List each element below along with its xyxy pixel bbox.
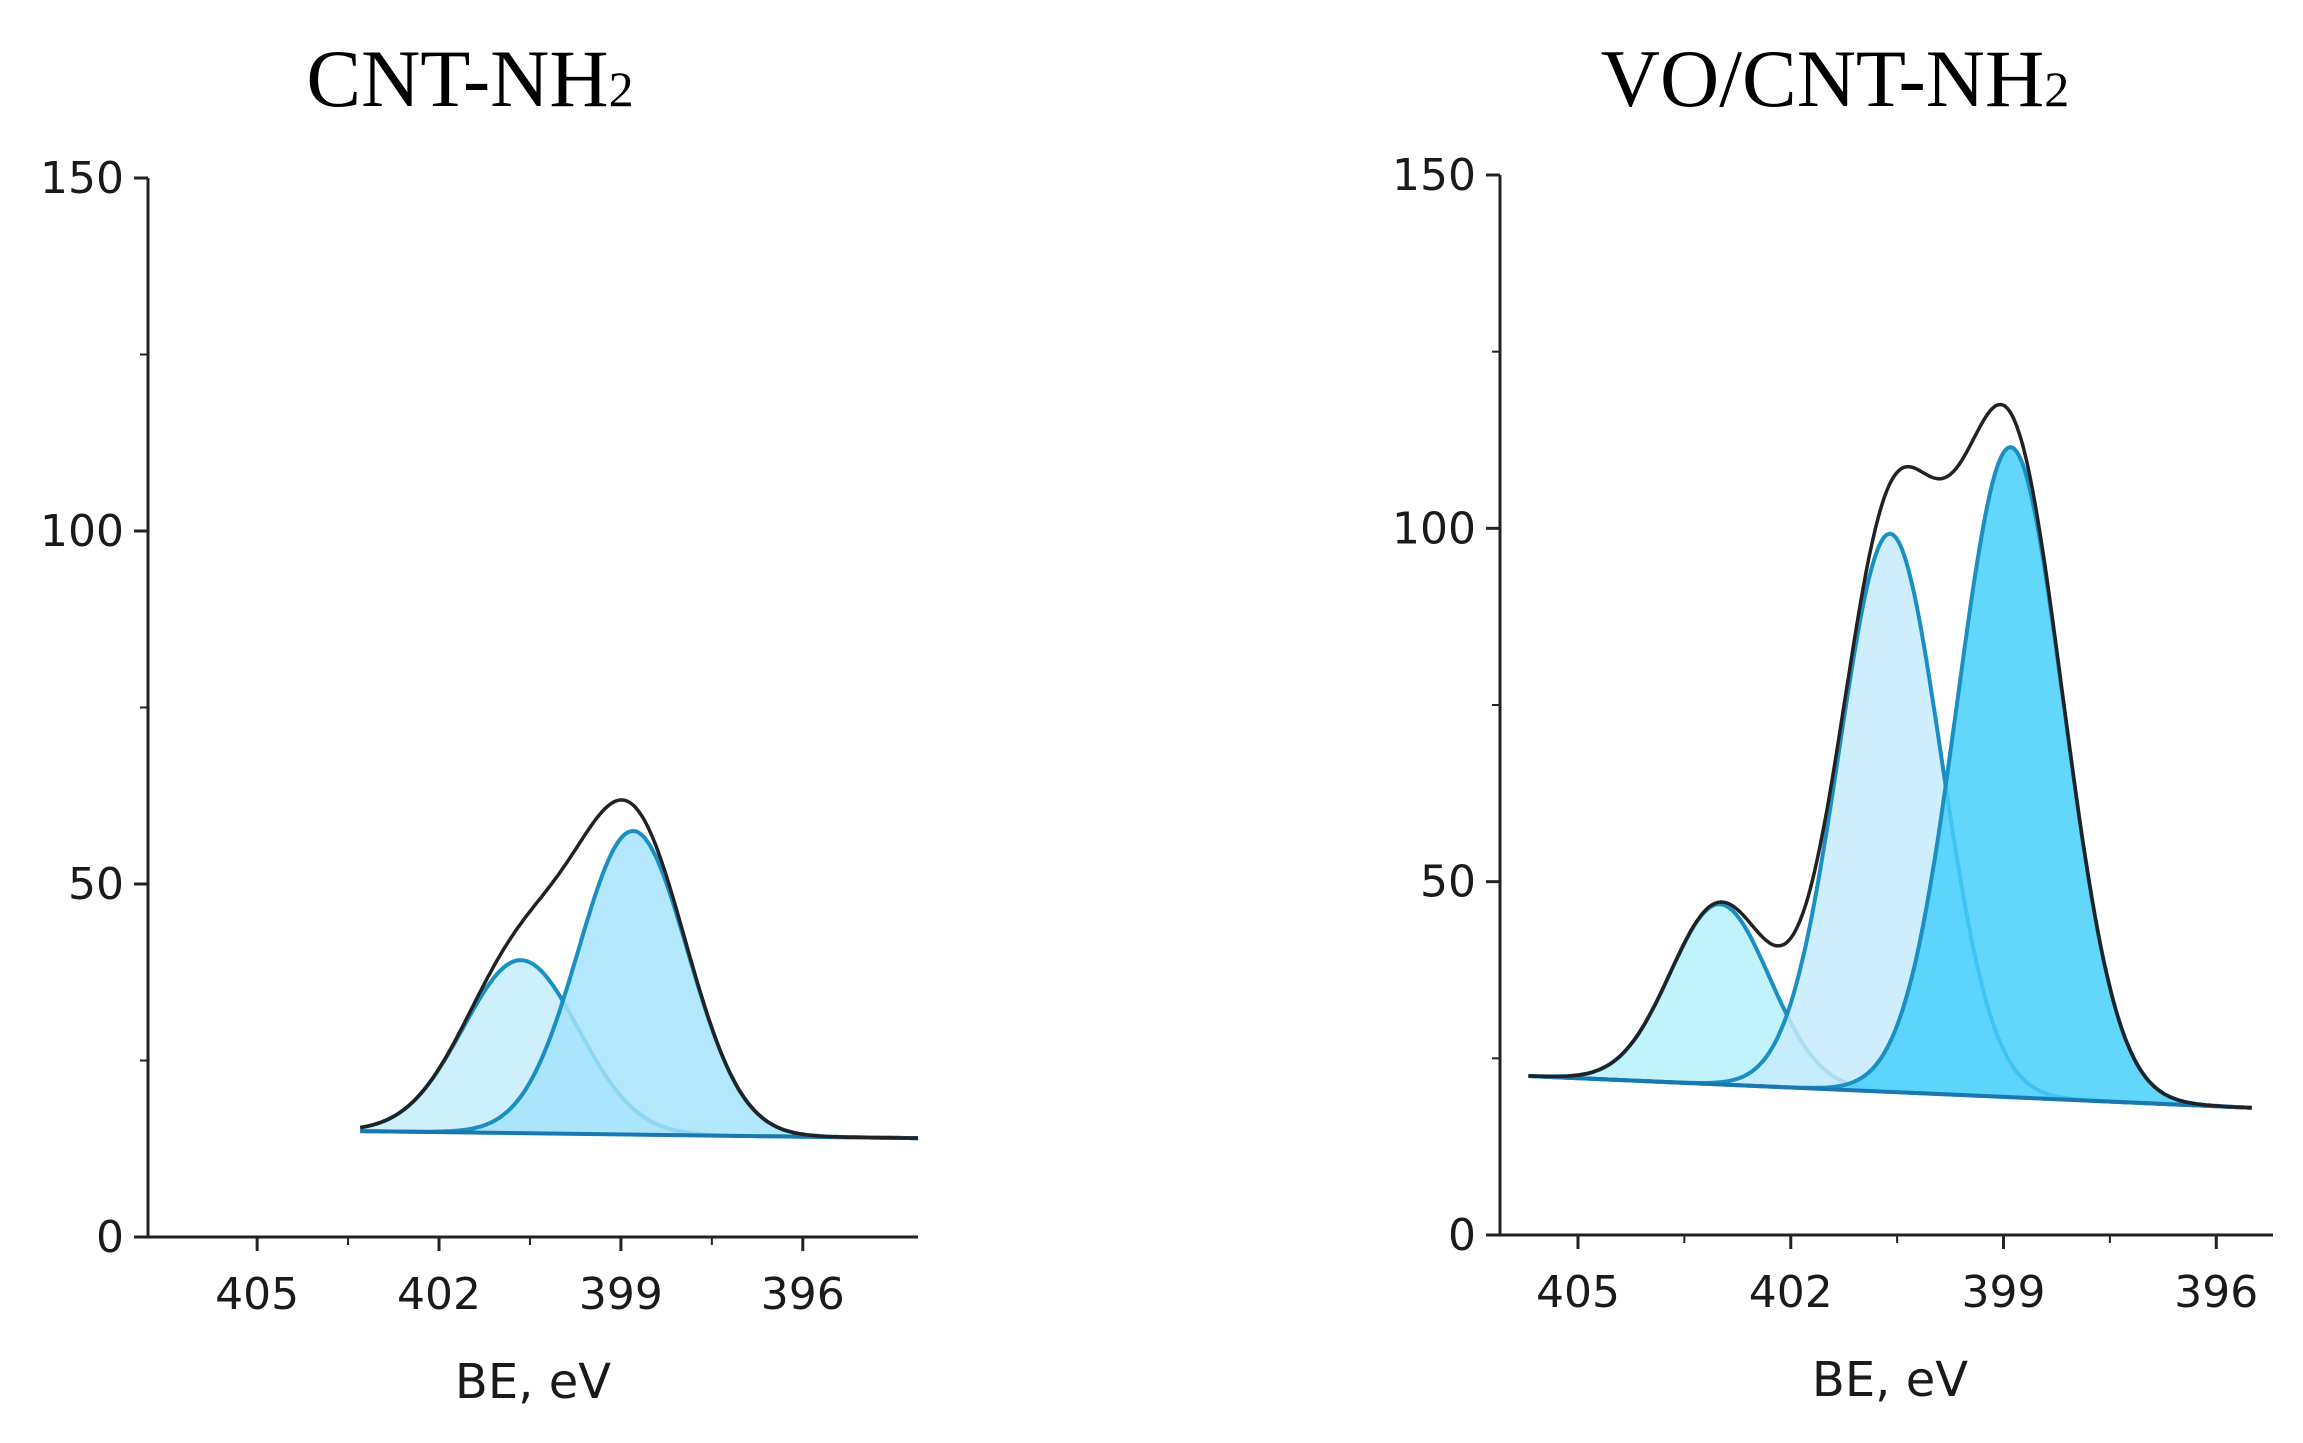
x-tick-label: 396 (2174, 1267, 2258, 1318)
plot-area (359, 798, 919, 1141)
x-tick-label: 399 (1962, 1267, 2046, 1318)
component-peak-fill-1 (360, 960, 918, 1139)
x-tick-label: 402 (1749, 1267, 1833, 1318)
component-peak-fill-3 (1528, 447, 2252, 1108)
y-tick-label: 100 (40, 506, 124, 557)
panel-vo-cnt-nh2: VO/CNT-NH2 0 50 100 150 405 402 399 396 BE, eV (1392, 33, 2273, 1408)
panel-title: CNT-NH2 (306, 33, 633, 124)
y-tick-label: 0 (96, 1212, 124, 1263)
y-tick-label: 50 (68, 859, 124, 910)
y-tick-label: 150 (1392, 150, 1476, 201)
component-peak-fill-1 (1528, 904, 2252, 1108)
envelope-curve (1528, 402, 2252, 1110)
envelope-curve (359, 798, 919, 1140)
component-peak-fill-2 (360, 831, 918, 1139)
x-axis-label: BE, eV (1812, 1352, 1968, 1408)
y-tick-label: 50 (1420, 857, 1476, 908)
x-tick-label: 396 (761, 1269, 845, 1320)
axes: 0 50 100 150 405 402 399 396 (40, 153, 918, 1320)
component-peak-fill-2 (1528, 533, 2252, 1108)
x-tick-label: 402 (397, 1269, 481, 1320)
panel-title: VO/CNT-NH2 (1601, 33, 2069, 124)
background-line (1528, 1074, 2252, 1110)
x-tick-label: 405 (215, 1269, 299, 1320)
plot-area (1528, 402, 2252, 1110)
y-tick-label: 100 (1392, 503, 1476, 554)
y-tick-label: 150 (40, 153, 124, 204)
x-tick-label: 399 (579, 1269, 663, 1320)
x-tick-label: 405 (1536, 1267, 1620, 1318)
x-axis-label: BE, eV (455, 1354, 611, 1410)
panel-cnt-nh2: CNT-NH2 0 50 100 150 405 402 399 396 BE, eV (40, 33, 919, 1410)
axes: 0 50 100 150 405 402 399 396 (1392, 150, 2273, 1318)
y-tick-label: 0 (1448, 1210, 1476, 1261)
